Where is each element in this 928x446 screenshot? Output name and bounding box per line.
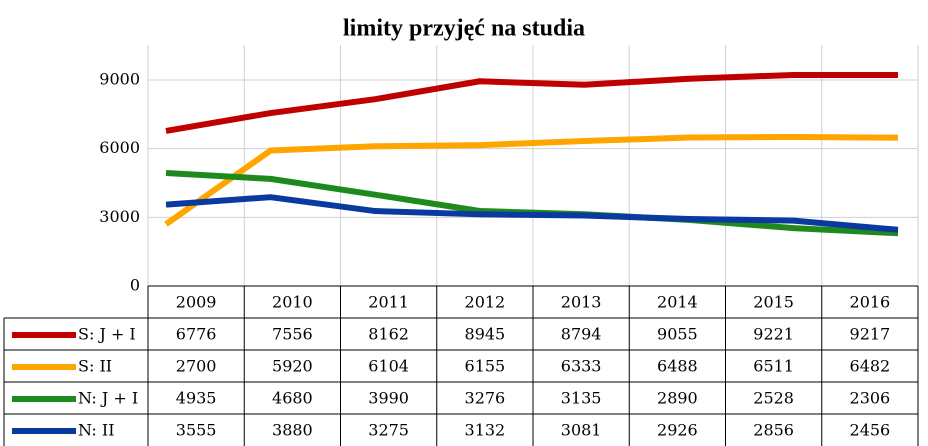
- table-value: 3081: [561, 421, 602, 440]
- table-value: 6776: [176, 325, 217, 344]
- table-value: 6482: [850, 357, 891, 376]
- x-tick-label: 2009: [176, 293, 217, 312]
- table-value: 2306: [850, 389, 891, 408]
- legend-label: S: J + I: [78, 325, 136, 344]
- series-line: [165, 194, 899, 233]
- table-value: 2456: [850, 421, 891, 440]
- x-tick-label: 2012: [465, 293, 506, 312]
- table-value: 3135: [561, 389, 602, 408]
- x-tick-label: 2016: [850, 293, 891, 312]
- table-value: 8945: [465, 325, 506, 344]
- y-tick-label: 6000: [99, 138, 140, 157]
- chart-title: limity przyjęć na studia: [343, 16, 585, 42]
- x-tick-label: 2011: [368, 293, 409, 312]
- table-value: 5920: [272, 357, 313, 376]
- table-value: 6155: [465, 357, 506, 376]
- legend-label: S: II: [78, 357, 112, 376]
- table-value: 4680: [272, 389, 313, 408]
- table-value: 3880: [272, 421, 313, 440]
- x-tick-label: 2015: [753, 293, 794, 312]
- series-line: [165, 170, 899, 237]
- table-value: 2856: [753, 421, 794, 440]
- table-value: 9221: [753, 325, 794, 344]
- table-value: 6488: [657, 357, 698, 376]
- table-value: 6333: [561, 357, 602, 376]
- series-line: [164, 133, 899, 227]
- table-value: 9217: [850, 325, 891, 344]
- x-tick-label: 2013: [561, 293, 602, 312]
- table-value: 2890: [657, 389, 698, 408]
- table-value: 8162: [368, 325, 409, 344]
- y-tick-label: 9000: [99, 70, 140, 89]
- table-value: 2528: [753, 389, 794, 408]
- table-value: 8794: [561, 325, 602, 344]
- table-value: 2926: [657, 421, 698, 440]
- table-value: 7556: [272, 325, 313, 344]
- y-tick-label: 0: [130, 276, 140, 295]
- table-value: 3990: [368, 389, 409, 408]
- x-tick-label: 2014: [657, 293, 698, 312]
- series-line: [165, 71, 899, 134]
- legend-label: N: J + I: [78, 389, 138, 408]
- table-value: 6104: [368, 357, 409, 376]
- table-value: 2700: [176, 357, 217, 376]
- table-value: 3555: [176, 421, 217, 440]
- legend-label: N: II: [78, 421, 115, 440]
- y-tick-label: 3000: [99, 207, 140, 226]
- table-value: 4935: [176, 389, 217, 408]
- table-value: 9055: [657, 325, 698, 344]
- table-value: 3276: [465, 389, 506, 408]
- table-value: 6511: [753, 357, 794, 376]
- x-tick-label: 2010: [272, 293, 313, 312]
- table-value: 3132: [465, 421, 506, 440]
- table-value: 3275: [368, 421, 409, 440]
